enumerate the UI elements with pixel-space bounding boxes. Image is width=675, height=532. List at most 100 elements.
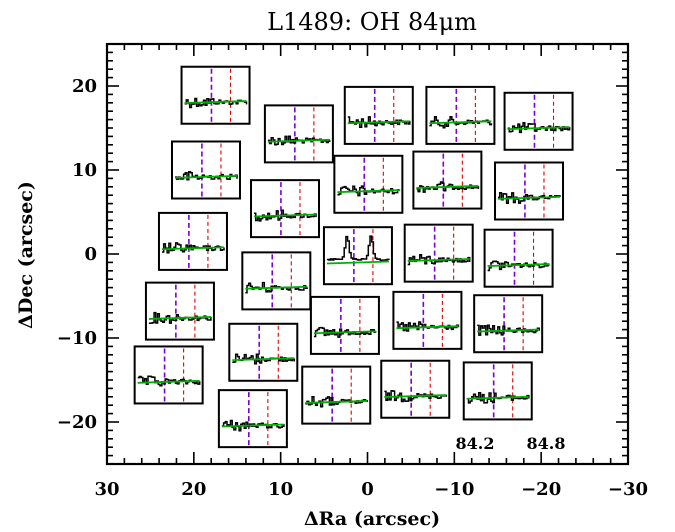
spaxel-inset bbox=[494, 161, 565, 221]
spaxel-box bbox=[322, 226, 393, 286]
spaxel-inset bbox=[462, 361, 533, 421]
spectrum-trace bbox=[477, 324, 540, 336]
spectrum-trace bbox=[313, 326, 377, 338]
spaxel-box bbox=[343, 85, 414, 145]
x-tick-label: −10 bbox=[434, 479, 474, 500]
spaxel-inset bbox=[133, 345, 204, 405]
y-tick-label: 10 bbox=[72, 160, 97, 181]
spectrum-trace bbox=[487, 260, 550, 272]
continuum-fit bbox=[267, 138, 330, 143]
spaxel-box bbox=[301, 365, 372, 425]
y-tick-label: −20 bbox=[57, 412, 97, 433]
spaxel-inset bbox=[250, 179, 321, 239]
spaxel-box bbox=[144, 281, 215, 341]
continuum-fit bbox=[477, 328, 540, 333]
spaxel-inset bbox=[263, 104, 334, 164]
spaxel-inset bbox=[412, 150, 483, 210]
continuum-fit bbox=[313, 330, 376, 335]
x-tick-label: −30 bbox=[608, 479, 648, 500]
continuum-fit bbox=[245, 285, 308, 290]
continuum-fit bbox=[174, 174, 238, 179]
spectrum-trace bbox=[507, 121, 571, 134]
x-tick-label: 20 bbox=[181, 479, 206, 500]
spectrum-trace bbox=[326, 235, 390, 261]
spaxel-inset bbox=[241, 251, 312, 311]
spaxel-box bbox=[380, 359, 451, 419]
y-tick-label: 20 bbox=[72, 76, 97, 97]
continuum-fit bbox=[137, 379, 200, 384]
spaxel-inset bbox=[380, 359, 451, 419]
continuum-fit bbox=[232, 357, 295, 362]
spaxel-inset bbox=[392, 290, 463, 350]
spaxel-box bbox=[157, 211, 228, 271]
spaxel-box bbox=[392, 290, 463, 350]
spaxel-inset bbox=[503, 91, 574, 151]
spaxel-box bbox=[412, 150, 483, 210]
spaxel-box bbox=[170, 140, 241, 200]
continuum-fit bbox=[184, 100, 247, 104]
continuum-fit bbox=[396, 325, 459, 330]
continuum-fit bbox=[253, 213, 317, 218]
plot-area: 30 20 10 0 −10 −20 −30 20 10 0 −10 −20 bbox=[57, 42, 648, 500]
spaxel-box bbox=[180, 65, 251, 125]
spectrum-trace bbox=[384, 390, 448, 403]
spectrum-trace bbox=[184, 97, 248, 109]
x-tick-label: 0 bbox=[361, 479, 374, 500]
continuum-fit bbox=[221, 423, 284, 428]
spaxel-box bbox=[473, 294, 544, 354]
y-tick-label: 0 bbox=[84, 244, 97, 265]
continuum-fit bbox=[466, 395, 529, 400]
y-tick-label: −10 bbox=[57, 328, 97, 349]
spaxel-box bbox=[241, 251, 312, 311]
continuum-fit bbox=[407, 258, 470, 262]
continuum-fit bbox=[337, 189, 400, 194]
continuum-fit bbox=[497, 195, 561, 200]
spaxel-inset bbox=[228, 322, 299, 382]
spaxel-inset bbox=[473, 294, 544, 354]
spaxel-box bbox=[483, 228, 554, 288]
spaxel-box bbox=[425, 85, 496, 145]
spaxel-inset bbox=[343, 85, 414, 145]
spaxel-inset bbox=[144, 281, 215, 341]
x-axis-label: ΔRa (arcsec) bbox=[304, 508, 440, 530]
continuum-fit bbox=[347, 120, 410, 125]
continuum-fit bbox=[416, 185, 479, 189]
spaxel-box bbox=[263, 104, 334, 164]
spaxel-box bbox=[503, 91, 574, 151]
spectrum-trace bbox=[498, 191, 561, 205]
wavelength-label-right: 84.8 bbox=[527, 434, 566, 453]
continuum-fit bbox=[148, 316, 211, 320]
continuum-fit bbox=[384, 394, 447, 398]
spaxel-inset bbox=[180, 65, 251, 125]
spaxel-inset bbox=[333, 154, 404, 214]
spaxel-box bbox=[133, 345, 204, 405]
spaxel-inset bbox=[309, 295, 380, 355]
spaxel-box bbox=[250, 179, 321, 239]
x-tick-label: −20 bbox=[521, 479, 561, 500]
x-tick-label: 10 bbox=[268, 479, 293, 500]
spaxel-inset bbox=[483, 228, 554, 288]
spaxel-inset bbox=[157, 211, 228, 271]
continuum-fit bbox=[507, 126, 570, 131]
spaxel-box bbox=[494, 161, 565, 221]
continuum-fit bbox=[305, 400, 368, 404]
spaxel-grid bbox=[133, 65, 574, 449]
x-tick-label: 30 bbox=[94, 479, 119, 500]
continuum-fit bbox=[161, 246, 224, 251]
wavelength-label-left: 84.2 bbox=[456, 434, 495, 453]
spaxel-inset bbox=[301, 365, 372, 425]
spaxel-box bbox=[217, 389, 288, 449]
y-axis-label: ΔDec (arcsec) bbox=[15, 181, 37, 329]
spaxel-inset bbox=[217, 389, 288, 449]
spaxel-inset bbox=[403, 223, 474, 283]
spaxel-inset bbox=[425, 85, 496, 145]
spaxel-inset bbox=[322, 226, 393, 286]
spaxel-box bbox=[309, 295, 380, 355]
continuum-fit bbox=[429, 120, 492, 125]
continuum-fit bbox=[487, 263, 550, 267]
spaxel-box bbox=[403, 223, 474, 283]
continuum-fit bbox=[326, 260, 389, 265]
spaxel-box bbox=[228, 322, 299, 382]
chart-title: L1489: OH 84μm bbox=[267, 8, 477, 36]
